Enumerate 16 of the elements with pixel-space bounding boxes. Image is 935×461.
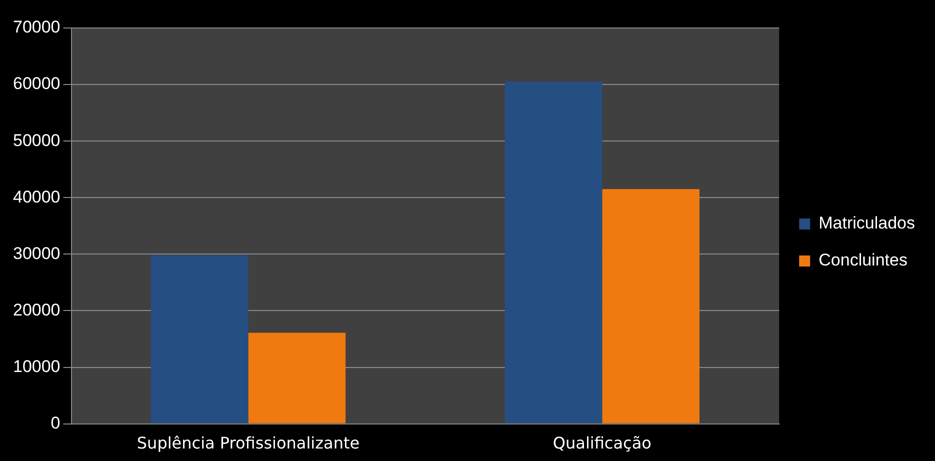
- bar: [602, 189, 700, 424]
- x-tick-label: Suplência Profissionalizante: [136, 434, 360, 453]
- bar: [248, 332, 346, 424]
- bar: [504, 82, 602, 424]
- y-tick-label: 20000: [12, 300, 60, 320]
- legend-label: Concluintes: [818, 250, 908, 270]
- x-tick-label: Qualificação: [552, 434, 652, 453]
- legend-label: Matriculados: [818, 214, 916, 233]
- y-tick-label: 50000: [12, 130, 60, 150]
- y-tick-label: 0: [50, 413, 60, 432]
- y-tick-label: 30000: [12, 244, 60, 263]
- y-tick-label: 40000: [12, 187, 60, 206]
- bar: [150, 255, 248, 424]
- y-tick-label: 70000: [12, 18, 60, 37]
- y-tick-label: 10000: [12, 356, 60, 376]
- y-tick-label: 60000: [12, 74, 60, 94]
